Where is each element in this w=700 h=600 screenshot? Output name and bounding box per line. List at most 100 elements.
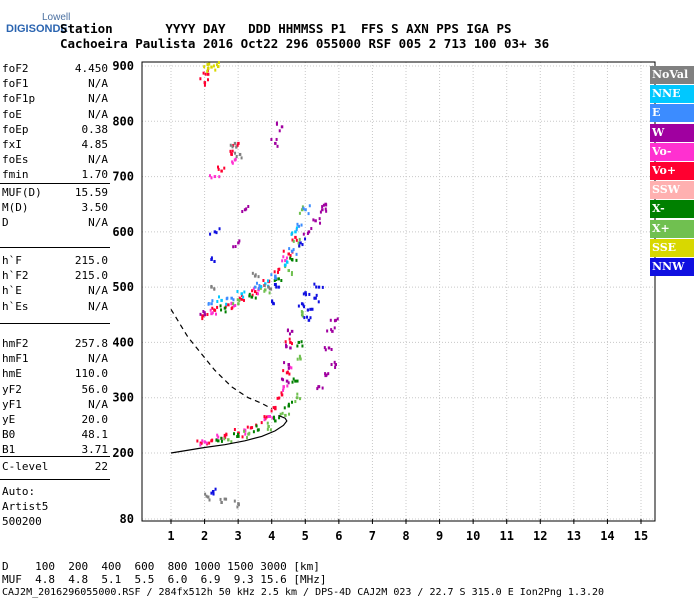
data-point (297, 340, 301, 344)
param-key: foF2 (2, 62, 29, 75)
data-point (210, 65, 213, 69)
data-point (273, 270, 276, 274)
data-point (273, 279, 276, 283)
data-point (289, 346, 292, 350)
data-point (291, 231, 294, 235)
data-point (215, 63, 218, 67)
param-row: B1 3.71 (2, 443, 108, 458)
data-point (288, 372, 291, 376)
data-point (219, 304, 222, 308)
param-value: 4.85 (81, 138, 109, 151)
data-point (215, 312, 218, 316)
data-point (206, 495, 210, 499)
data-point (223, 433, 226, 437)
param-key: h`E (2, 284, 22, 298)
data-point (213, 259, 216, 263)
param-key: h`F (2, 254, 22, 267)
data-point (314, 219, 317, 223)
x-tick-label: 7 (369, 529, 376, 543)
data-point (301, 344, 304, 348)
data-point (286, 260, 289, 264)
data-point (254, 296, 257, 300)
data-point (321, 386, 324, 390)
auto-info: Auto: (2, 485, 36, 498)
data-point (287, 402, 290, 406)
data-point (304, 291, 307, 295)
data-point (209, 308, 212, 312)
param-value: 215.0 (74, 254, 108, 267)
data-point (274, 274, 277, 278)
data-point (223, 497, 226, 501)
data-point (294, 230, 297, 234)
data-point (243, 208, 247, 212)
data-point (285, 345, 288, 349)
data-point (326, 329, 329, 333)
data-point (280, 377, 283, 381)
x-tick-label: 10 (466, 529, 480, 543)
data-point (210, 256, 213, 260)
data-point (238, 239, 241, 243)
separator (0, 183, 110, 184)
data-point (275, 285, 278, 289)
data-point (268, 279, 271, 283)
data-point (217, 439, 220, 443)
data-point (236, 432, 239, 436)
data-point (225, 302, 228, 306)
data-point (210, 176, 213, 180)
data-point (290, 273, 293, 277)
data-point (287, 381, 290, 385)
data-point (263, 415, 266, 419)
data-point (292, 239, 295, 243)
data-point (278, 129, 281, 133)
param-key: hmE (2, 367, 22, 381)
y-tick-label: 600 (112, 225, 134, 239)
header-labels: Station YYYY DAY DDD HHMMSS P1 FFS S AXN… (60, 21, 512, 36)
data-point (240, 156, 243, 160)
data-point (308, 292, 311, 296)
param-key: h`F2 (2, 269, 29, 283)
data-point (288, 247, 291, 251)
data-point (314, 296, 317, 300)
data-point (258, 284, 261, 288)
data-point (273, 282, 276, 286)
data-point (310, 227, 313, 231)
data-point (282, 386, 285, 390)
param-value: N/A (88, 153, 108, 167)
data-point (270, 273, 273, 277)
data-point (288, 365, 291, 369)
data-point (294, 235, 297, 239)
data-point (297, 224, 301, 228)
data-point (295, 226, 298, 230)
data-point (245, 207, 248, 211)
data-point (245, 436, 248, 440)
data-point (272, 301, 275, 305)
data-point (217, 435, 220, 439)
axes: 1 2 3 4 5 6 7 8 9 10 11 12 13 14 158020030040050060070… (112, 59, 656, 543)
y-tick-label: 400 (112, 335, 134, 349)
data-point (203, 65, 206, 69)
param-row: D N/A (2, 216, 108, 231)
data-point (213, 175, 217, 179)
data-point (324, 372, 327, 376)
data-point (334, 363, 337, 367)
x-tick-label: 11 (499, 529, 513, 543)
data-point (256, 292, 259, 296)
data-point (321, 285, 324, 289)
profile-curves (170, 308, 288, 454)
data-point (282, 369, 285, 373)
data-point (206, 69, 209, 73)
x-tick-label: 3 (235, 529, 242, 543)
data-point (253, 285, 257, 289)
data-point (251, 293, 254, 297)
data-point (235, 154, 238, 158)
data-point (231, 306, 234, 310)
data-point (309, 307, 312, 311)
data-point (285, 256, 288, 260)
data-point (307, 318, 311, 322)
data-point (307, 212, 310, 216)
data-point (302, 206, 305, 210)
data-point (220, 439, 223, 443)
data-point (299, 241, 302, 245)
y-tick-label: 80 (120, 512, 134, 526)
